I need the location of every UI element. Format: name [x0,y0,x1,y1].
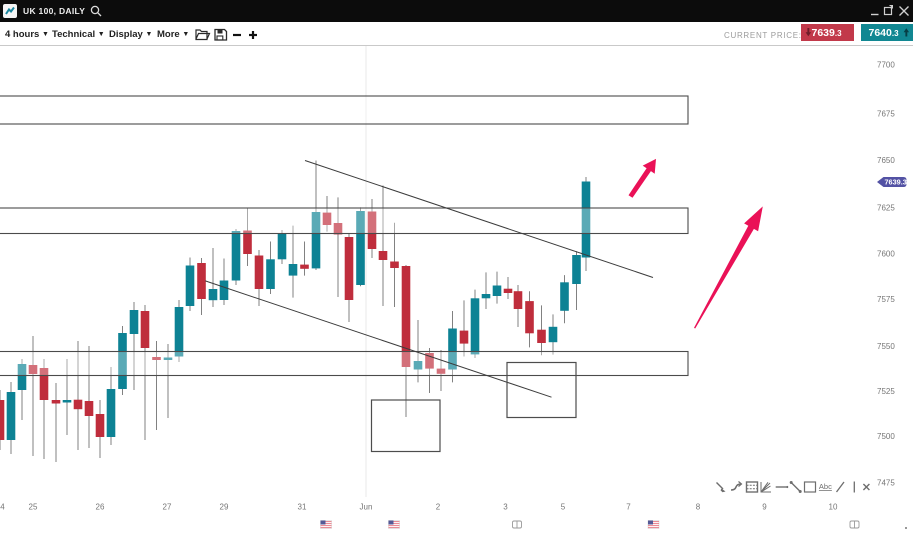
svg-text:7700: 7700 [877,60,895,69]
svg-text:7639.3: 7639.3 [885,178,907,187]
svg-text:7675: 7675 [877,110,895,119]
svg-text:2: 2 [436,503,441,512]
svg-text:7: 7 [626,503,631,512]
svg-text:8: 8 [696,503,701,512]
svg-text:31: 31 [298,503,307,512]
svg-text:27: 27 [163,503,172,512]
svg-text:5: 5 [561,503,566,512]
svg-text:7625: 7625 [877,203,895,212]
svg-text:Abc: Abc [819,482,832,491]
svg-text:26: 26 [96,503,105,512]
svg-text:Jun: Jun [360,503,373,512]
svg-text:9: 9 [762,503,767,512]
svg-text:3: 3 [503,503,508,512]
svg-text:29: 29 [220,503,229,512]
svg-text:25: 25 [29,503,38,512]
svg-text:7500: 7500 [877,432,895,441]
svg-text:7550: 7550 [877,342,895,351]
svg-text:7475: 7475 [877,478,895,487]
svg-text:7575: 7575 [877,295,895,304]
svg-text:7650: 7650 [877,156,895,165]
svg-text:10: 10 [829,503,838,512]
svg-text:7600: 7600 [877,249,895,258]
svg-text:7525: 7525 [877,387,895,396]
svg-text:4: 4 [0,503,5,512]
